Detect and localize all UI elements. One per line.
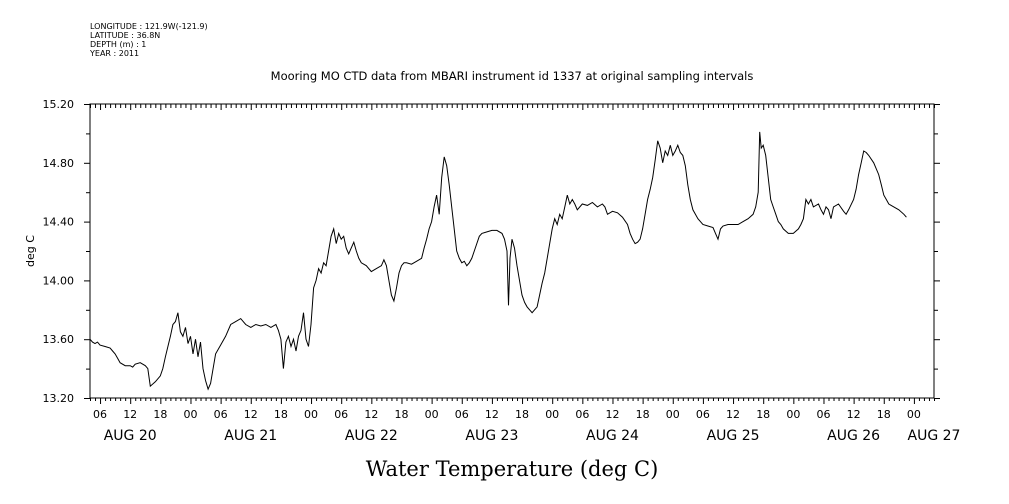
x-day-label: AUG 25: [707, 428, 760, 444]
x-hour-label: 12: [726, 408, 740, 421]
x-hour-label: 18: [274, 408, 288, 421]
x-hour-label: 06: [214, 408, 228, 421]
latitude-text: LATITUDE : 36.8N: [90, 31, 161, 40]
x-day-label: AUG 21: [224, 428, 277, 444]
x-day-label: AUG 20: [104, 428, 157, 444]
y-axis: 13.20 13.60 14.00 14.40 14.80 15.20: [43, 98, 940, 405]
x-hour-label: 06: [455, 408, 469, 421]
x-axis-label: Water Temperature (deg C): [366, 457, 659, 481]
longitude-text: LONGITUDE : 121.9W(-121.9): [90, 22, 208, 31]
x-hour-label: 00: [304, 408, 318, 421]
x-hour-label: 00: [425, 408, 439, 421]
x-hour-label: 18: [756, 408, 770, 421]
x-hour-label: 00: [183, 408, 197, 421]
chart-title: Mooring MO CTD data from MBARI instrumen…: [271, 69, 754, 83]
x-hour-label: 12: [123, 408, 137, 421]
plot-frame: [89, 103, 935, 399]
x-hour-label: 06: [93, 408, 107, 421]
x-day-label: AUG 22: [345, 428, 398, 444]
x-hour-label: 12: [364, 408, 378, 421]
x-day-label: AUG 23: [465, 428, 518, 444]
x-hour-label: 18: [153, 408, 167, 421]
x-hour-label: 18: [515, 408, 529, 421]
y-tick-label: 15.20: [43, 98, 75, 111]
x-hour-label: 06: [575, 408, 589, 421]
tick-marks: [90, 104, 935, 404]
y-tick-label: 14.80: [43, 157, 75, 170]
x-hour-label: 12: [485, 408, 499, 421]
x-hour-label: 06: [816, 408, 830, 421]
y-axis-label: deg C: [24, 235, 37, 267]
x-day-label: AUG 26: [827, 428, 880, 444]
x-hour-label: 12: [244, 408, 258, 421]
depth-text: DEPTH (m) : 1: [90, 40, 147, 49]
metadata-block: LONGITUDE : 121.9W(-121.9) LATITUDE : 36…: [90, 22, 208, 58]
x-hour-label: 12: [847, 408, 861, 421]
y-tick-label: 14.00: [43, 274, 75, 287]
x-hour-label: 00: [666, 408, 680, 421]
y-tick-label: 13.20: [43, 392, 75, 405]
x-hour-label: 18: [877, 408, 891, 421]
y-tick-label: 14.40: [43, 216, 75, 229]
x-hour-label: 12: [605, 408, 619, 421]
x-hour-label: 00: [786, 408, 800, 421]
y-tick-label: 13.60: [43, 333, 75, 346]
water-temperature-line: [89, 131, 907, 391]
year-text: YEAR : 2011: [90, 49, 140, 58]
x-hour-label: 00: [545, 408, 559, 421]
x-hour-label: 18: [394, 408, 408, 421]
x-day-label: AUG 24: [586, 428, 639, 444]
x-hour-label: 18: [636, 408, 650, 421]
x-hour-label: 00: [907, 408, 921, 421]
x-hour-label: 06: [334, 408, 348, 421]
x-axis: 06 12 18 00 06 12 18 00 06 12 18 00 06 12 18 00 06 12 18 00…: [93, 408, 960, 444]
x-hour-label: 06: [696, 408, 710, 421]
x-day-label: AUG 27: [908, 428, 961, 444]
